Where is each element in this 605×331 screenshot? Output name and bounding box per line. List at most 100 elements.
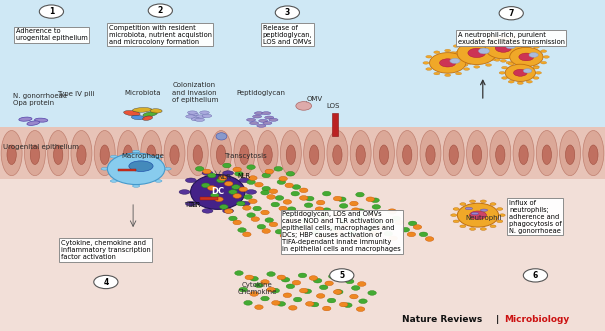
Ellipse shape — [426, 68, 432, 71]
Circle shape — [401, 227, 410, 232]
Circle shape — [274, 166, 283, 171]
Ellipse shape — [523, 44, 529, 47]
Circle shape — [261, 190, 269, 195]
Ellipse shape — [310, 145, 319, 165]
Circle shape — [243, 232, 251, 237]
Ellipse shape — [123, 145, 132, 165]
Ellipse shape — [519, 53, 534, 61]
Circle shape — [523, 269, 548, 282]
Ellipse shape — [533, 77, 539, 79]
Text: Microbiology: Microbiology — [504, 315, 569, 324]
Circle shape — [262, 229, 270, 233]
Circle shape — [280, 233, 289, 238]
Ellipse shape — [473, 145, 482, 165]
Circle shape — [250, 292, 258, 296]
Ellipse shape — [519, 53, 525, 56]
Text: 2: 2 — [158, 6, 163, 15]
Circle shape — [239, 187, 247, 192]
Circle shape — [303, 289, 312, 294]
Ellipse shape — [460, 203, 466, 205]
Ellipse shape — [514, 70, 527, 76]
Ellipse shape — [508, 80, 514, 83]
Ellipse shape — [471, 213, 479, 215]
Ellipse shape — [480, 228, 486, 230]
Ellipse shape — [94, 130, 115, 176]
Ellipse shape — [202, 209, 213, 213]
Ellipse shape — [1, 130, 22, 176]
Ellipse shape — [490, 203, 496, 205]
Circle shape — [283, 200, 292, 204]
Circle shape — [265, 169, 273, 174]
Circle shape — [94, 275, 118, 289]
Ellipse shape — [534, 66, 540, 68]
Circle shape — [255, 283, 263, 288]
Ellipse shape — [246, 190, 257, 194]
Circle shape — [356, 209, 365, 213]
Ellipse shape — [108, 153, 165, 185]
Ellipse shape — [19, 117, 32, 121]
Circle shape — [366, 197, 374, 202]
Ellipse shape — [280, 130, 301, 176]
Ellipse shape — [497, 52, 503, 54]
Circle shape — [208, 173, 216, 178]
Ellipse shape — [155, 155, 162, 158]
Ellipse shape — [460, 225, 466, 228]
Text: 7: 7 — [509, 9, 514, 18]
Ellipse shape — [499, 71, 505, 74]
Ellipse shape — [517, 82, 523, 84]
Ellipse shape — [304, 130, 325, 176]
Ellipse shape — [150, 109, 162, 113]
Circle shape — [371, 198, 379, 203]
Ellipse shape — [450, 52, 456, 54]
Circle shape — [316, 200, 325, 205]
Circle shape — [218, 176, 227, 180]
Ellipse shape — [509, 47, 543, 67]
Ellipse shape — [253, 115, 262, 118]
Circle shape — [292, 185, 301, 189]
Circle shape — [322, 306, 331, 311]
Ellipse shape — [188, 111, 197, 114]
Ellipse shape — [188, 130, 208, 176]
Ellipse shape — [434, 51, 440, 54]
Circle shape — [244, 301, 252, 305]
Circle shape — [269, 189, 278, 194]
Text: TLR: TLR — [189, 202, 201, 208]
Circle shape — [271, 202, 280, 207]
Circle shape — [215, 197, 223, 202]
Circle shape — [366, 227, 374, 231]
Circle shape — [499, 7, 523, 20]
Circle shape — [339, 302, 348, 307]
Circle shape — [339, 204, 348, 208]
Circle shape — [291, 191, 299, 196]
Ellipse shape — [443, 130, 464, 176]
Circle shape — [293, 297, 302, 302]
Circle shape — [384, 231, 393, 236]
Circle shape — [313, 278, 322, 283]
Ellipse shape — [117, 130, 139, 176]
Ellipse shape — [480, 209, 488, 212]
Circle shape — [341, 276, 349, 281]
Ellipse shape — [223, 171, 234, 175]
Text: A neutrophil-rich, purulent
exudate facilitates transmission: A neutrophil-rich, purulent exudate faci… — [458, 31, 564, 45]
Ellipse shape — [397, 130, 417, 176]
Circle shape — [298, 229, 307, 234]
Text: NLR: NLR — [218, 174, 232, 180]
Text: Neutrophil: Neutrophil — [466, 215, 503, 221]
Circle shape — [299, 288, 308, 293]
Ellipse shape — [533, 66, 539, 69]
Circle shape — [358, 282, 366, 286]
Ellipse shape — [523, 69, 532, 73]
Circle shape — [319, 285, 328, 290]
Ellipse shape — [495, 145, 505, 165]
Circle shape — [277, 275, 286, 280]
Ellipse shape — [502, 77, 508, 79]
Circle shape — [262, 173, 270, 178]
Circle shape — [247, 180, 255, 184]
Ellipse shape — [379, 145, 388, 165]
Ellipse shape — [200, 111, 209, 114]
Circle shape — [419, 232, 428, 237]
Ellipse shape — [541, 50, 547, 53]
Ellipse shape — [191, 118, 201, 121]
Ellipse shape — [463, 68, 469, 71]
Circle shape — [267, 272, 275, 276]
